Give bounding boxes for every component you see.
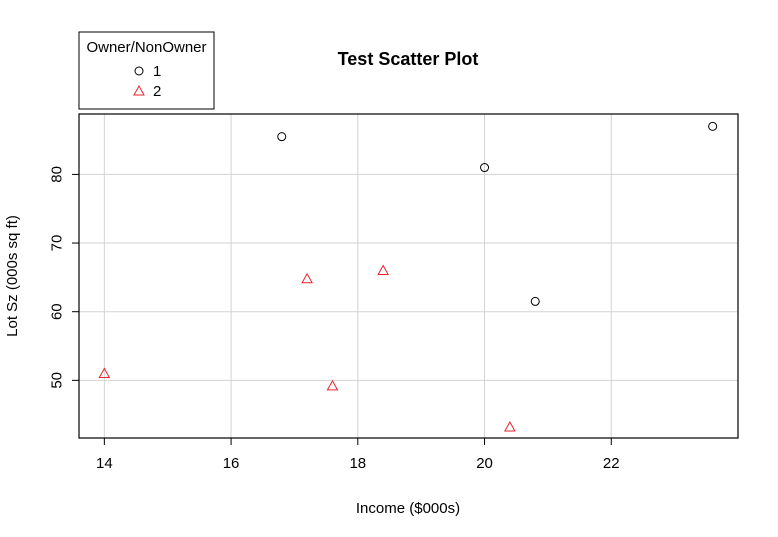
y-tick-label: 60	[48, 303, 65, 320]
data-point-series-2	[301, 272, 313, 284]
x-tick-label: 14	[96, 455, 113, 472]
axis-ticks: 14 16 18 20 22 50 60 70 80	[48, 166, 619, 472]
legend-box	[78, 31, 215, 110]
x-tick-label: 16	[223, 455, 240, 472]
data-point-series-2	[377, 264, 390, 276]
data-point-series-2	[326, 379, 339, 391]
legend-entries: 12	[133, 63, 161, 100]
legend: Owner/NonOwner 12	[78, 31, 215, 110]
x-tick-label: 18	[349, 455, 366, 472]
grid-lines	[79, 114, 738, 438]
x-axis-label: Income ($000s)	[356, 500, 460, 517]
data-point-series-2	[98, 367, 111, 378]
data-point-series-1	[530, 296, 540, 306]
y-axis-label: Lot Sz (000s sq ft)	[4, 215, 21, 337]
y-tick-label: 80	[48, 166, 65, 183]
chart-title: Test Scatter Plot	[338, 49, 479, 69]
x-tick-label: 22	[603, 455, 620, 472]
data-point-series-1	[708, 121, 718, 131]
data-points	[98, 121, 718, 432]
legend-marker-2	[133, 84, 145, 96]
legend-label-1: 1	[153, 63, 161, 80]
data-point-series-2	[504, 420, 516, 432]
legend-title: Owner/NonOwner	[86, 39, 206, 56]
legend-marker-1	[134, 66, 144, 76]
data-point-series-1	[277, 132, 287, 142]
y-tick-label: 50	[48, 372, 65, 389]
x-tick-label: 20	[476, 455, 493, 472]
legend-label-2: 2	[153, 83, 161, 100]
plot-frame	[78, 113, 739, 439]
y-tick-label: 70	[48, 235, 65, 252]
data-point-series-1	[480, 163, 490, 173]
